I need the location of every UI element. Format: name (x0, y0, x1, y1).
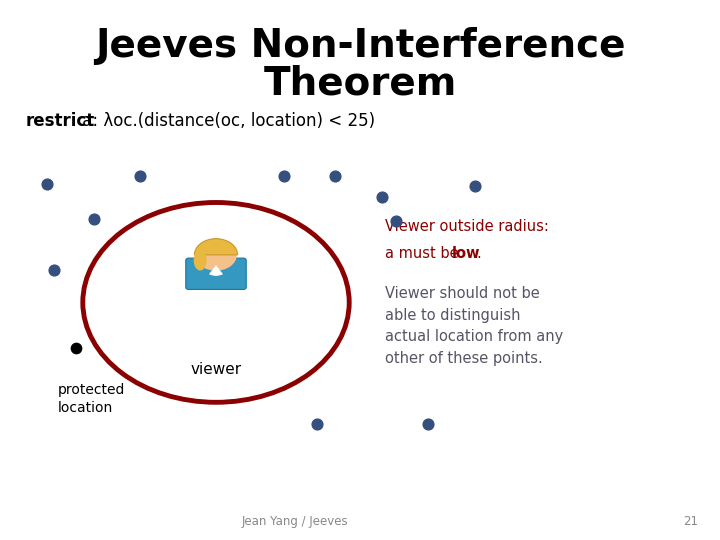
Text: .: . (476, 246, 481, 261)
Text: Jeeves Non-Interference: Jeeves Non-Interference (95, 27, 625, 65)
Circle shape (196, 240, 236, 270)
Point (469, 182, 481, 191)
Text: a must be: a must be (385, 246, 464, 261)
Point (390, 217, 402, 226)
Point (135, 171, 146, 180)
Text: 21: 21 (683, 515, 698, 528)
Ellipse shape (194, 250, 207, 271)
Text: Viewer outside radius:: Viewer outside radius: (385, 219, 549, 234)
Text: low: low (452, 246, 481, 261)
Point (41, 179, 53, 188)
Point (376, 193, 387, 201)
Wedge shape (210, 266, 222, 275)
Text: a: λoc.(distance(oc, location) < 25): a: λoc.(distance(oc, location) < 25) (77, 112, 375, 131)
Text: restrict: restrict (25, 112, 94, 131)
Point (48, 266, 60, 274)
Point (423, 420, 434, 428)
Text: Viewer should not be
able to distinguish
actual location from any
other of these: Viewer should not be able to distinguish… (385, 286, 564, 366)
Point (311, 420, 323, 428)
Wedge shape (194, 239, 238, 255)
Text: Jean Yang / Jeeves: Jean Yang / Jeeves (242, 515, 348, 528)
Point (279, 171, 290, 180)
Text: viewer: viewer (190, 362, 242, 377)
Text: protected
location: protected location (58, 383, 125, 415)
Point (70, 344, 81, 353)
Point (88, 214, 99, 223)
Point (329, 171, 341, 180)
FancyBboxPatch shape (186, 258, 246, 289)
Text: Theorem: Theorem (264, 65, 456, 103)
